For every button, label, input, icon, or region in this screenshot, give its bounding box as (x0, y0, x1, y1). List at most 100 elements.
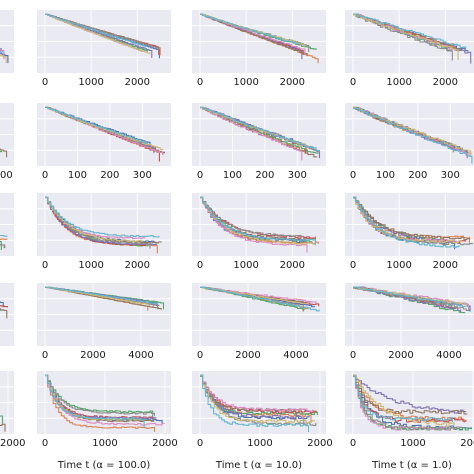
series-line (200, 374, 305, 425)
series-line (200, 196, 308, 253)
x-axis-label: Time t (α = 10.0) (215, 460, 302, 471)
series-line (353, 13, 467, 49)
x-tick-label: 2000 (307, 438, 332, 449)
x-tick-label: 1000 (400, 438, 425, 449)
series-line (200, 286, 320, 312)
x-tick-label: 100 (376, 170, 395, 181)
x-tick-label: 0 (350, 77, 356, 88)
x-tick-label: 0 (197, 77, 203, 88)
x-tick-label: 1000 (78, 77, 103, 88)
series-line (45, 13, 159, 51)
x-tick-label: 1000 (92, 438, 117, 449)
x-tick-label: 2000 (80, 350, 105, 361)
panel-r3-c0 (0, 283, 14, 346)
series-line (353, 14, 459, 60)
panel-r2-c1: 0 1000 2000 (37, 193, 171, 271)
x-tick-label: 1000 (386, 77, 411, 88)
panel-r4-c3: 0 1000 2000 (345, 371, 474, 449)
panel-r2-c0 (0, 193, 14, 256)
series-line (353, 375, 467, 423)
series-line (200, 374, 314, 412)
series-line (200, 374, 310, 432)
panel-r4-c2: 0 1000 2000 (192, 371, 333, 449)
panel-r0-c1: 0 1000 2000 (37, 10, 171, 88)
x-tick-label: 1000 (247, 438, 272, 449)
series-line (45, 196, 151, 249)
panel-r0-c0 (0, 10, 14, 73)
x-tick-label: 0 (42, 438, 48, 449)
series-line (200, 196, 316, 246)
series-line (353, 374, 468, 415)
series-line (45, 13, 146, 51)
x-tick-label: 2000 (125, 77, 150, 88)
x-tick-label: 0 (350, 438, 356, 449)
x-tick-label: 2000 (388, 350, 413, 361)
x-tick-label: 200 (408, 170, 427, 181)
series-line (45, 286, 159, 305)
series-line (45, 374, 145, 428)
panel-r2-c2: 0 1000 2000 (192, 193, 326, 271)
x-tick-label: 0 (197, 260, 203, 271)
series-line (353, 197, 471, 241)
x-tick-label: 200 (255, 170, 274, 181)
panel-r1-c0: 00 (0, 103, 14, 181)
x-tick-label: 300 (133, 170, 152, 181)
x-tick-label: 0 (350, 350, 356, 361)
series-line (200, 13, 301, 45)
panel-r2-c3: 0 1000 2000 (345, 193, 474, 271)
series-line (353, 375, 453, 422)
series-line (45, 196, 160, 238)
x-tick-label: 1000 (78, 260, 103, 271)
series-line (200, 374, 317, 426)
series-line (200, 374, 316, 424)
x-tick-label: 2000 (460, 438, 474, 449)
x-tick-label: 2000 (152, 438, 177, 449)
series-line (200, 107, 303, 161)
x-axis-label: Time t (α = 1.0) (371, 460, 452, 471)
x-tick-label: 300 (288, 170, 307, 181)
x-tick-label: 2000 (125, 260, 150, 271)
panel-r0-c2: 0 1000 2000 (192, 10, 326, 88)
series-line (45, 375, 155, 416)
series-line (45, 106, 149, 144)
x-tick-label: 4000 (283, 350, 308, 361)
panel-r1-c2: 0 100 200 300 (192, 103, 326, 181)
x-tick-label: 2000 (0, 438, 25, 449)
series-line (353, 374, 463, 431)
x-tick-label: 1000 (233, 260, 258, 271)
x-tick-label: 100 (68, 170, 87, 181)
x-tick-label: 1000 (233, 77, 258, 88)
x-tick-label: 300 (441, 170, 460, 181)
series-line (45, 374, 156, 432)
panel-r0-c3: 0 1000 2000 (345, 10, 474, 88)
panel-r4-c1: 0 1000 2000 (37, 371, 178, 449)
series-line (353, 375, 465, 423)
x-tick-label: 2000 (433, 260, 458, 271)
x-tick-label: 00 (0, 170, 13, 181)
x-tick-label: 0 (350, 170, 356, 181)
series-line (353, 107, 473, 164)
x-tick-label: 4000 (128, 350, 153, 361)
x-tick-label: 200 (100, 170, 119, 181)
x-tick-label: 0 (42, 350, 48, 361)
series-line (45, 196, 145, 243)
x-axis-label: Time t (α = 100.0) (57, 460, 151, 471)
x-tick-label: 2000 (280, 260, 305, 271)
x-tick-label: 2000 (433, 77, 458, 88)
series-line (200, 196, 302, 242)
x-tick-label: 0 (197, 438, 203, 449)
x-tick-label: 0 (42, 260, 48, 271)
x-tick-label: 2000 (280, 77, 305, 88)
x-tick-label: 1000 (386, 260, 411, 271)
panel-r4-c0: 2000 (0, 371, 25, 449)
series-line (353, 286, 466, 308)
panel-r3-c2: 0 2000 4000 (192, 283, 326, 361)
series-line (353, 13, 453, 61)
x-tick-label: 0 (197, 350, 203, 361)
series-line (45, 374, 155, 419)
x-tick-label: 100 (223, 170, 242, 181)
series-line (353, 374, 467, 414)
series-line (353, 196, 460, 248)
